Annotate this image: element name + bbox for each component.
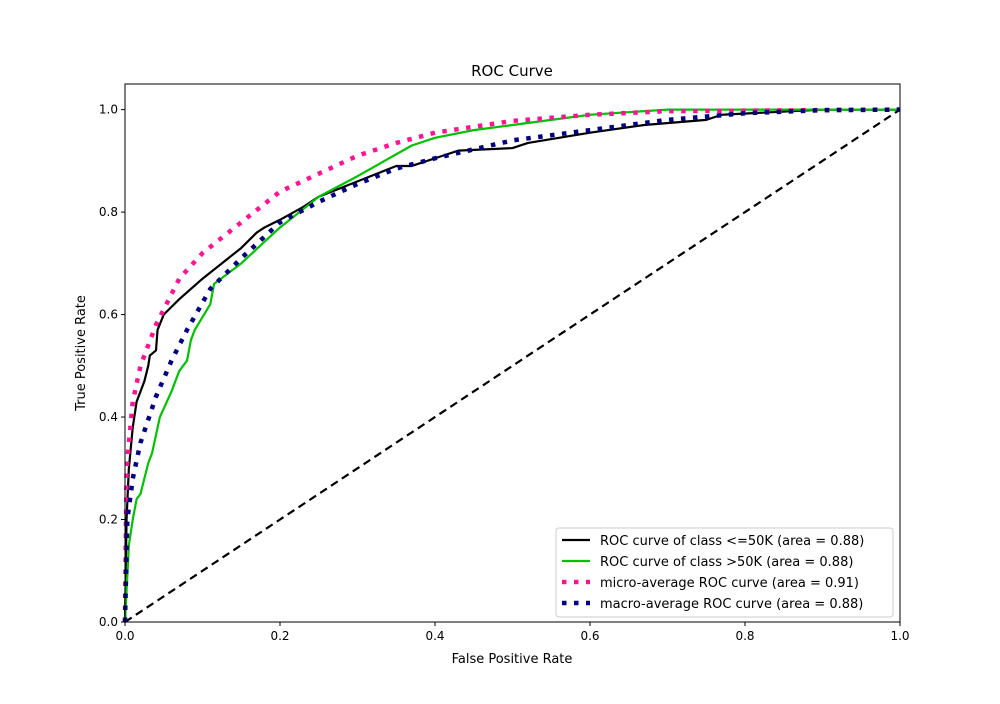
series-line-0	[123, 108, 900, 623]
y-tick-label: 0.6	[99, 308, 118, 322]
chart-title: ROC Curve	[471, 62, 553, 80]
chance-diagonal-line	[124, 108, 901, 623]
x-tick-label: 0.4	[425, 629, 444, 643]
y-tick-label: 0.8	[99, 205, 118, 219]
series-line-1	[123, 108, 900, 623]
x-tick-label: 0.2	[270, 629, 289, 643]
x-tick-label: 1.0	[890, 629, 909, 643]
legend-frame	[555, 527, 894, 618]
legend-label-0: ROC curve of class <=50K (area = 0.88)	[600, 534, 864, 549]
legend-label-2: micro-average ROC curve (area = 0.91)	[600, 576, 859, 591]
x-axis-label: False Positive Rate	[452, 652, 573, 667]
y-tick-label: 1.0	[99, 103, 118, 117]
x-tick-label: 0.6	[580, 629, 599, 643]
y-tick-label: 0.4	[99, 410, 118, 424]
x-tick-label: 0.8	[735, 629, 754, 643]
x-tick-label: 0.0	[115, 629, 134, 643]
series-line-2	[122, 107, 901, 623]
legend: ROC curve of class <=50K (area = 0.88) RO…	[555, 527, 894, 618]
legend-label-1: ROC curve of class >50K (area = 0.88)	[600, 555, 853, 570]
y-axis: 0.0 0.2 0.4 0.6 0.8 1.0	[99, 103, 125, 629]
axes-frame	[124, 83, 901, 623]
legend-label-3: macro-average ROC curve (area = 0.88)	[600, 597, 863, 612]
y-axis-label: True Positive Rate	[74, 295, 89, 412]
series-line-3	[122, 107, 901, 623]
y-tick-label: 0.0	[99, 615, 118, 629]
plot-area	[122, 107, 901, 623]
y-tick-label: 0.2	[99, 513, 118, 527]
x-axis: 0.0 0.2 0.4 0.6 0.8 1.0	[115, 622, 910, 643]
